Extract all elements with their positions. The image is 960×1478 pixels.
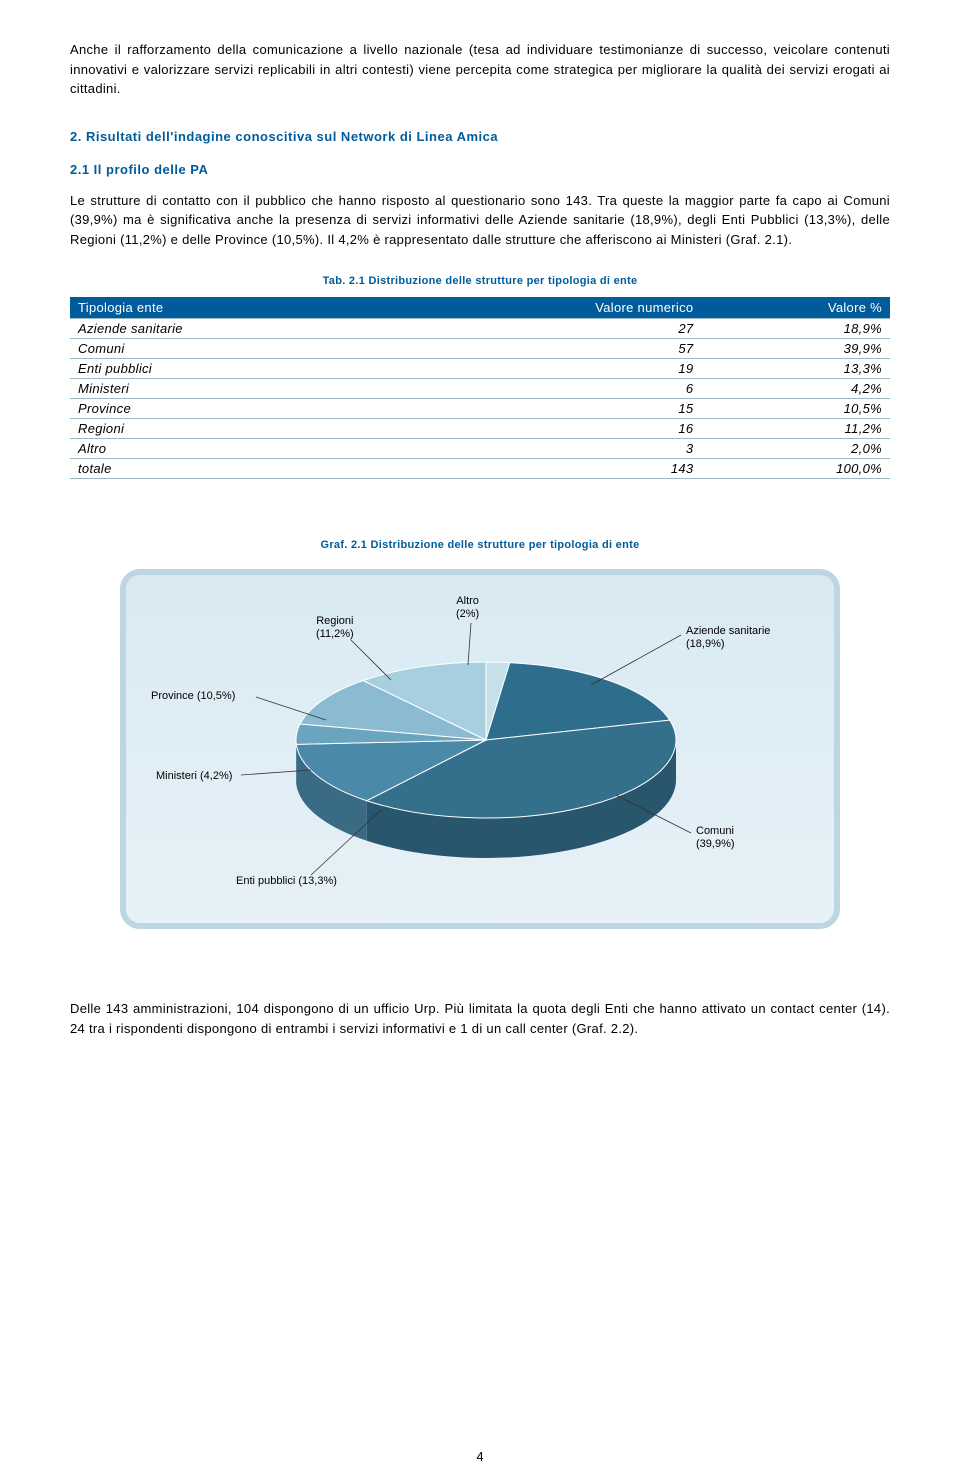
table-cell: 57 <box>395 339 702 359</box>
table-cell: Province <box>70 399 395 419</box>
table-header-cell: Valore % <box>701 297 890 319</box>
table-cell: 19 <box>395 359 702 379</box>
table-cell: 13,3% <box>701 359 890 379</box>
table-cell: 27 <box>395 319 702 339</box>
table-cell: Aziende sanitarie <box>70 319 395 339</box>
table-row: Ministeri64,2% <box>70 379 890 399</box>
pie-slice-label: Province (10,5%) <box>151 690 235 703</box>
table-cell: Comuni <box>70 339 395 359</box>
table-row: Aziende sanitarie2718,9% <box>70 319 890 339</box>
table-cell: 15 <box>395 399 702 419</box>
table-cell: Ministeri <box>70 379 395 399</box>
pie-slice-label: Ministeri (4,2%) <box>156 770 232 783</box>
table-cell: 16 <box>395 419 702 439</box>
pie-slice-label: Regioni(11,2%) <box>316 615 354 641</box>
pie-chart-frame: Aziende sanitarie(18,9%) Comuni(39,9%) Ent… <box>120 569 840 929</box>
table-caption: Tab. 2.1 Distribuzione delle strutture p… <box>70 275 890 287</box>
table-cell: 3 <box>395 439 702 459</box>
table-cell: 4,2% <box>701 379 890 399</box>
table-row: Comuni5739,9% <box>70 339 890 359</box>
table-cell: totale <box>70 459 395 479</box>
body-paragraph: Delle 143 amministrazioni, 104 dispongon… <box>70 999 890 1038</box>
table-header-row: Tipologia ente Valore numerico Valore % <box>70 297 890 319</box>
pie-labels-layer: Aziende sanitarie(18,9%) Comuni(39,9%) Ent… <box>126 575 834 923</box>
table-cell: 11,2% <box>701 419 890 439</box>
table-row: totale143100,0% <box>70 459 890 479</box>
table-header-cell: Tipologia ente <box>70 297 395 319</box>
table-cell: 100,0% <box>701 459 890 479</box>
table-cell: Regioni <box>70 419 395 439</box>
chart-caption: Graf. 2.1 Distribuzione delle strutture … <box>70 539 890 551</box>
table-header-cell: Valore numerico <box>395 297 702 319</box>
table-row: Enti pubblici1913,3% <box>70 359 890 379</box>
sub-heading: 2.1 Il profilo delle PA <box>70 162 890 177</box>
table-cell: 143 <box>395 459 702 479</box>
table-cell: 10,5% <box>701 399 890 419</box>
distribution-table: Tipologia ente Valore numerico Valore % … <box>70 297 890 479</box>
body-paragraph: Le strutture di contatto con il pubblico… <box>70 191 890 250</box>
table-row: Regioni1611,2% <box>70 419 890 439</box>
table-row: Province1510,5% <box>70 399 890 419</box>
table-cell: 6 <box>395 379 702 399</box>
table-cell: Enti pubblici <box>70 359 395 379</box>
table-cell: Altro <box>70 439 395 459</box>
section-heading: 2. Risultati dell'indagine conoscitiva s… <box>70 129 890 144</box>
pie-slice-label: Comuni(39,9%) <box>696 825 735 851</box>
table-cell: 18,9% <box>701 319 890 339</box>
body-paragraph: Anche il rafforzamento della comunicazio… <box>70 40 890 99</box>
page-number: 4 <box>0 1449 960 1464</box>
table-cell: 39,9% <box>701 339 890 359</box>
pie-slice-label: Altro(2%) <box>456 595 479 621</box>
pie-slice-label: Aziende sanitarie(18,9%) <box>686 625 770 651</box>
table-row: Altro32,0% <box>70 439 890 459</box>
table-cell: 2,0% <box>701 439 890 459</box>
pie-slice-label: Enti pubblici (13,3%) <box>236 875 337 888</box>
